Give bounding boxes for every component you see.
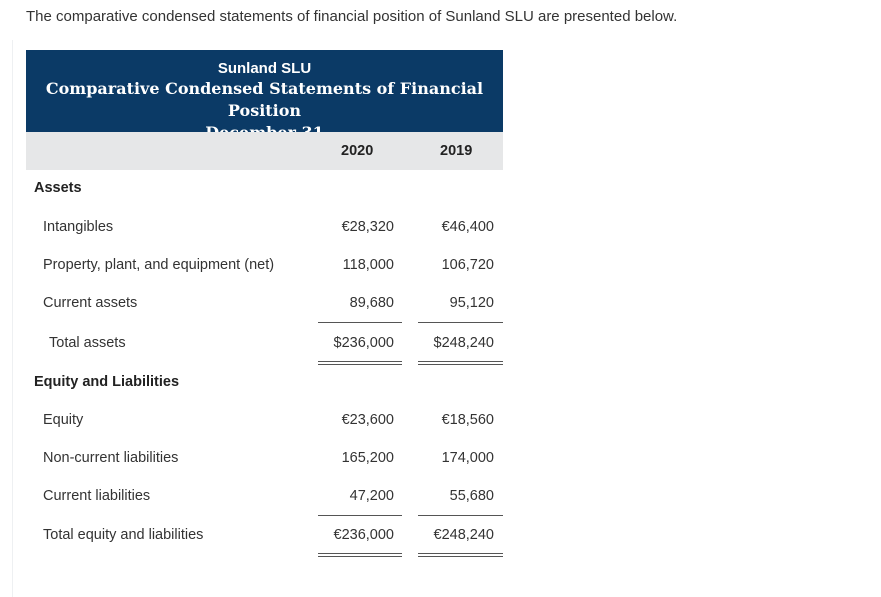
subtotal-rule (318, 322, 402, 323)
subtotal-rule (418, 322, 503, 323)
total-row: Total equity and liabilities €236,000 €2… (26, 527, 503, 551)
value-2019: €18,560 (441, 412, 494, 428)
subtotal-rule (318, 515, 402, 516)
table-row: Current assets 89,680 95,120 (26, 295, 503, 319)
statement-header: Sunland SLU Comparative Condensed Statem… (26, 50, 503, 142)
value-2020: €28,320 (341, 219, 394, 235)
section-heading-assets: Assets (26, 180, 503, 204)
row-label: Non-current liabilities (43, 450, 179, 466)
value-2019: 95,120 (449, 295, 494, 311)
table-row: Non-current liabilities 165,200 174,000 (26, 450, 503, 474)
row-label: Total equity and liabilities (43, 527, 204, 543)
value-2020: €23,600 (341, 412, 394, 428)
value-2020: 118,000 (342, 257, 394, 273)
row-label: Equity (43, 412, 84, 428)
double-rule-top (318, 361, 402, 362)
row-label: Total assets (49, 335, 126, 351)
section-label: Equity and Liabilities (34, 374, 180, 390)
value-2019: €248,240 (433, 527, 494, 543)
double-rule-top (418, 361, 503, 362)
row-label: Intangibles (43, 219, 114, 235)
statement-title: Comparative Condensed Statements of Fina… (45, 79, 484, 120)
double-rule-top (318, 553, 402, 554)
value-2019: 106,720 (441, 257, 494, 273)
value-2020: 47,200 (349, 488, 394, 504)
value-2019: 174,000 (441, 450, 494, 466)
company-name: Sunland SLU (217, 60, 312, 77)
row-label: Current assets (43, 295, 138, 311)
table-row: Equity €23,600 €18,560 (26, 412, 503, 436)
total-row: Total assets $236,000 $248,240 (26, 335, 503, 359)
subtotal-rule (418, 515, 503, 516)
double-rule-bottom (418, 364, 503, 365)
table-row: Property, plant, and equipment (net) 118… (26, 257, 503, 281)
value-2019: €46,400 (441, 219, 494, 235)
financial-statement-table: Sunland SLU Comparative Condensed Statem… (26, 50, 503, 557)
value-2020: 89,680 (349, 295, 394, 311)
value-2020: 165,200 (341, 450, 394, 466)
table-row: Intangibles €28,320 €46,400 (26, 219, 503, 243)
row-label: Property, plant, and equipment (net) (43, 257, 275, 273)
double-rule-bottom (418, 556, 503, 557)
column-header-2019: 2019 (440, 143, 473, 159)
intro-text: The comparative condensed statements of … (26, 8, 678, 25)
double-rule-bottom (318, 364, 402, 365)
left-border (12, 40, 13, 597)
value-2019: $248,240 (433, 335, 494, 351)
double-rule-top (418, 553, 503, 554)
value-2020: $236,000 (333, 335, 394, 351)
value-2020: €236,000 (333, 527, 394, 543)
double-rule-bottom (318, 556, 402, 557)
row-label: Current liabilities (43, 488, 151, 504)
section-heading-equity-liabilities: Equity and Liabilities (26, 374, 503, 398)
table-row: Current liabilities 47,200 55,680 (26, 488, 503, 512)
value-2019: 55,680 (449, 488, 494, 504)
section-label: Assets (34, 180, 82, 196)
column-header-2020: 2020 (341, 143, 374, 159)
column-header-row: 2020 2019 (26, 132, 503, 170)
